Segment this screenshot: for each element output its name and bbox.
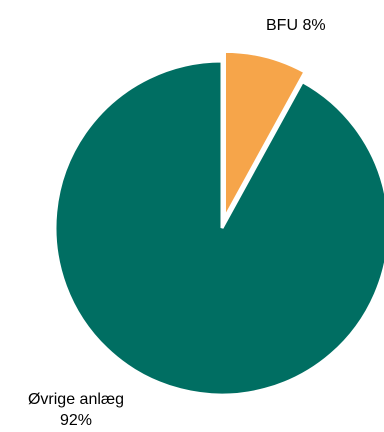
slice-label-ovrige-percent: 92%	[60, 412, 92, 429]
slice-label-bfu: BFU 8%	[266, 17, 326, 34]
pie-slice-bfu	[222, 49, 307, 220]
pie-slices	[53, 49, 384, 397]
pie-slice-øvrige-anlæg	[53, 59, 384, 397]
slice-label-ovrige-name: Øvrige anlæg	[28, 391, 124, 408]
